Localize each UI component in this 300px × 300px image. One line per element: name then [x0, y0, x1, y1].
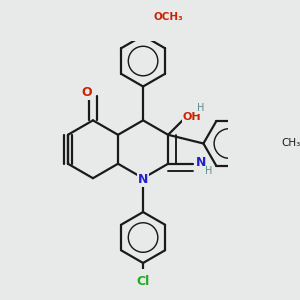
Text: N: N [196, 156, 206, 169]
Text: H: H [197, 103, 205, 113]
Text: OH: OH [182, 112, 201, 122]
Text: N: N [138, 173, 148, 186]
Text: Cl: Cl [136, 275, 150, 288]
Text: CH₃: CH₃ [281, 138, 300, 148]
Text: OCH₃: OCH₃ [154, 12, 184, 22]
Text: O: O [82, 86, 92, 99]
Text: H: H [205, 167, 212, 176]
